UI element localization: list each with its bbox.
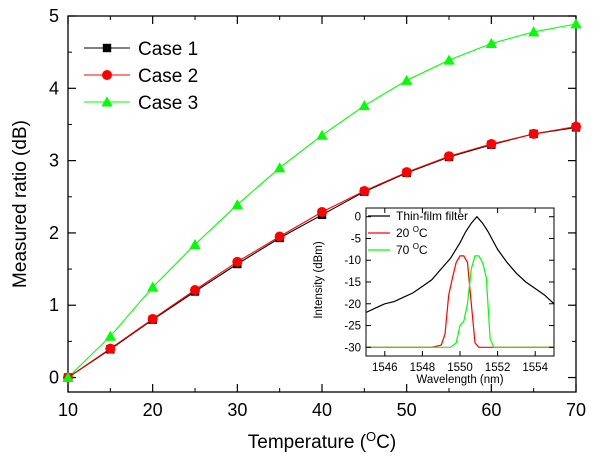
y-tick-label: 4 bbox=[49, 78, 59, 98]
inset-series bbox=[366, 215, 554, 348]
x-tick-label: 30 bbox=[227, 400, 247, 420]
data-point bbox=[62, 371, 74, 383]
y-tick-label: 5 bbox=[49, 6, 59, 26]
x-tick-label: 20 bbox=[143, 400, 163, 420]
data-point bbox=[444, 151, 454, 162]
data-point bbox=[358, 100, 370, 111]
inset-y-axis-label: Intensity (dBm) bbox=[313, 241, 325, 318]
inset-legend-label: Thin-film filter bbox=[396, 209, 468, 223]
inset-legend-label: 70 OC bbox=[396, 242, 428, 257]
y-tick-label: 1 bbox=[49, 295, 59, 315]
y-tick-label: 3 bbox=[49, 151, 59, 171]
inset-x-axis-label: Wavelength (nm) bbox=[416, 374, 503, 386]
legend-label: Case 3 bbox=[138, 93, 198, 114]
data-point bbox=[104, 330, 116, 341]
inset-legend-text: Thin-film filter bbox=[396, 209, 468, 223]
data-point bbox=[190, 285, 200, 296]
data-point bbox=[317, 206, 327, 217]
data-point bbox=[570, 18, 582, 29]
y-axis-label: Measured ratio (dB) bbox=[10, 120, 31, 288]
y-tick-label: 2 bbox=[49, 223, 59, 243]
inset-legend-tail: C bbox=[419, 243, 428, 257]
x-tick-label: 60 bbox=[481, 400, 501, 420]
data-point bbox=[486, 138, 497, 149]
data-point bbox=[232, 256, 243, 267]
legend-marker bbox=[102, 43, 112, 53]
data-point bbox=[316, 129, 328, 140]
inset-y-tick-label: 0 bbox=[355, 212, 361, 224]
inset-y-tick-label: -20 bbox=[344, 299, 361, 311]
x-tick-label: 10 bbox=[58, 400, 78, 420]
data-point bbox=[401, 167, 412, 178]
x-tick-label: 40 bbox=[312, 400, 332, 420]
inset-y-tick-label: -25 bbox=[344, 321, 361, 333]
inset-legend-tail: C bbox=[419, 226, 428, 240]
data-point bbox=[571, 121, 581, 132]
main-markers bbox=[62, 18, 582, 383]
inset-series-line-2 bbox=[366, 255, 554, 348]
inset-y-tick-label: -10 bbox=[344, 255, 361, 267]
x-tick-label: 70 bbox=[566, 400, 586, 420]
data-point bbox=[274, 162, 286, 173]
data-point bbox=[147, 281, 159, 292]
data-point bbox=[485, 37, 497, 48]
data-point bbox=[189, 238, 201, 249]
data-point bbox=[105, 343, 116, 354]
inset-x-tick-label: 1554 bbox=[522, 362, 548, 374]
data-point bbox=[528, 26, 540, 37]
inset-legend-sup: O bbox=[413, 242, 419, 251]
inset-legend-text: 70 bbox=[396, 243, 413, 257]
inset-legend-label: 20 OC bbox=[396, 225, 428, 240]
inset-legend-sup: O bbox=[413, 225, 419, 234]
legend-label: Case 2 bbox=[138, 66, 198, 87]
inset-x-tick-label: 1552 bbox=[485, 362, 511, 374]
inset-y-tick-label: -30 bbox=[344, 342, 361, 354]
legend-marker bbox=[101, 96, 113, 107]
main-legend: Case 1 Case 2 Case 3 bbox=[84, 39, 198, 114]
x-axis-label: Temperature (OC) bbox=[248, 429, 396, 453]
inset-x-tick-label: 1548 bbox=[410, 362, 436, 374]
data-point bbox=[359, 185, 370, 196]
data-point bbox=[443, 54, 455, 65]
inset-x-tick-label: 1550 bbox=[447, 362, 473, 374]
main-axis-ticks: 10 20 30 40 50 60 70 0 1 2 3 4 5 bbox=[49, 6, 586, 420]
inset-x-tick-label: 1546 bbox=[372, 362, 398, 374]
inset-series-line-1 bbox=[366, 215, 554, 314]
data-point bbox=[231, 199, 243, 210]
y-tick-label: 0 bbox=[49, 368, 59, 388]
inset-y-tick-label: -5 bbox=[351, 233, 361, 245]
data-point bbox=[401, 74, 413, 85]
x-tick-label: 50 bbox=[397, 400, 417, 420]
data-point bbox=[147, 313, 158, 324]
legend-marker bbox=[102, 70, 112, 80]
inset-axis-ticks: 1546 1548 1550 1552 1554 0 -5 -10 -15 -20 -25 -30 bbox=[344, 208, 554, 374]
inset-plot-area bbox=[365, 207, 555, 357]
inset-y-tick-label: -15 bbox=[344, 277, 361, 289]
data-point bbox=[528, 128, 539, 139]
data-point bbox=[274, 231, 285, 242]
legend-label: Case 1 bbox=[138, 39, 198, 60]
inset-legend-text: 20 bbox=[396, 226, 413, 240]
inset-series-line-3 bbox=[366, 255, 554, 348]
